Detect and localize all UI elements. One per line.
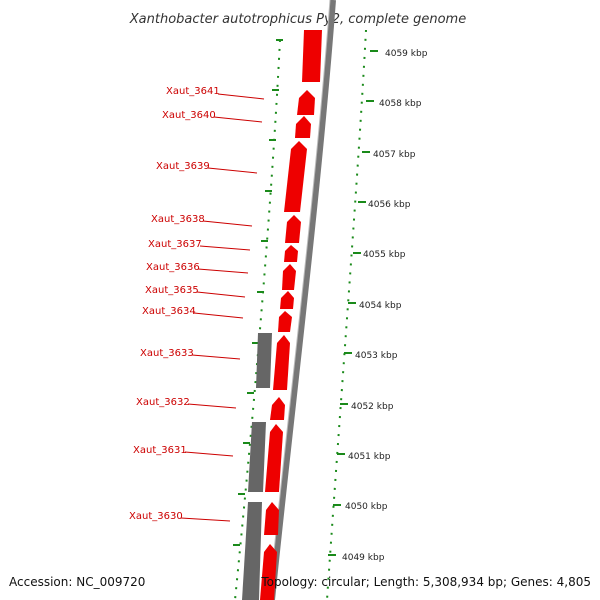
gene-leader-line: [196, 291, 246, 298]
gene-leader-line: [180, 517, 231, 522]
forward-gene[interactable]: [282, 264, 296, 290]
gene-label[interactable]: Xaut_3633: [140, 348, 194, 359]
gene-label[interactable]: Xaut_3634: [142, 306, 196, 317]
gene-leader-line: [207, 167, 258, 174]
reverse-gene[interactable]: [256, 333, 272, 388]
reverse-gene[interactable]: [242, 502, 262, 600]
forward-gene[interactable]: [265, 424, 283, 492]
reverse-gene[interactable]: [248, 422, 266, 492]
kbp-label: 4049 kbp: [342, 553, 385, 563]
gene-label[interactable]: Xaut_3638: [151, 214, 205, 225]
kbp-label: 4050 kbp: [345, 502, 388, 512]
forward-gene[interactable]: [264, 502, 279, 535]
gene-leader-line: [217, 93, 265, 100]
kbp-label: 4059 kbp: [385, 49, 428, 59]
gene-leader-line: [191, 354, 241, 360]
gene-leader-line: [199, 245, 251, 251]
kbp-label: 4056 kbp: [368, 200, 411, 210]
forward-gene[interactable]: [295, 116, 311, 138]
gene-leader-line: [202, 220, 253, 227]
map-title: Xanthobacter autotrophicus Py2, complete…: [129, 12, 466, 27]
gene-label[interactable]: Xaut_3631: [133, 445, 187, 456]
gene-leader-line: [213, 116, 263, 123]
forward-gene[interactable]: [284, 245, 298, 262]
gene-label[interactable]: Xaut_3639: [156, 161, 210, 172]
forward-gene[interactable]: [278, 311, 292, 332]
forward-gene[interactable]: [270, 397, 285, 420]
kbp-label: 4051 kbp: [348, 452, 391, 462]
outer-tick-track: [326, 29, 378, 600]
genome-backbone: [269, 0, 336, 600]
kbp-label: 4058 kbp: [379, 99, 422, 109]
gene-label[interactable]: Xaut_3637: [148, 239, 202, 250]
gene-label[interactable]: Xaut_3632: [136, 397, 190, 408]
forward-gene[interactable]: [284, 141, 307, 212]
gene-leader-line: [184, 451, 234, 457]
accession-label: Accession: NC_009720: [9, 575, 145, 589]
kbp-label: 4055 kbp: [363, 250, 406, 260]
gene-label[interactable]: Xaut_3630: [129, 511, 183, 522]
kbp-label: 4052 kbp: [351, 402, 394, 412]
forward-strand-genes: [260, 30, 322, 600]
gene-label[interactable]: Xaut_3640: [162, 110, 216, 121]
forward-gene[interactable]: [260, 544, 277, 600]
topology-label: Topology: circular; Length: 5,308,934 bp…: [260, 575, 591, 589]
kbp-scale-labels: 4059 kbp 4058 kbp 4057 kbp 4056 kbp 4055…: [342, 49, 428, 563]
kbp-label: 4057 kbp: [373, 150, 416, 160]
gene-leader-line: [197, 268, 249, 274]
gene-label[interactable]: Xaut_3641: [166, 86, 220, 97]
forward-gene[interactable]: [297, 90, 315, 115]
kbp-label: 4054 kbp: [359, 301, 402, 311]
kbp-label: 4053 kbp: [355, 351, 398, 361]
gene-leader-line: [193, 312, 244, 319]
forward-gene[interactable]: [302, 30, 322, 82]
gene-label[interactable]: Xaut_3635: [145, 285, 199, 296]
gene-label[interactable]: Xaut_3636: [146, 262, 200, 273]
forward-gene[interactable]: [280, 291, 294, 309]
inner-dotted-track: [234, 39, 281, 600]
gene-labels: Xaut_3641 Xaut_3640 Xaut_3639 Xaut_3638 …: [129, 86, 265, 522]
outer-dotted-track: [326, 29, 367, 600]
forward-gene[interactable]: [285, 215, 301, 243]
gene-leader-line: [187, 403, 237, 409]
reverse-strand-genes: [242, 333, 272, 600]
forward-gene[interactable]: [273, 335, 290, 390]
